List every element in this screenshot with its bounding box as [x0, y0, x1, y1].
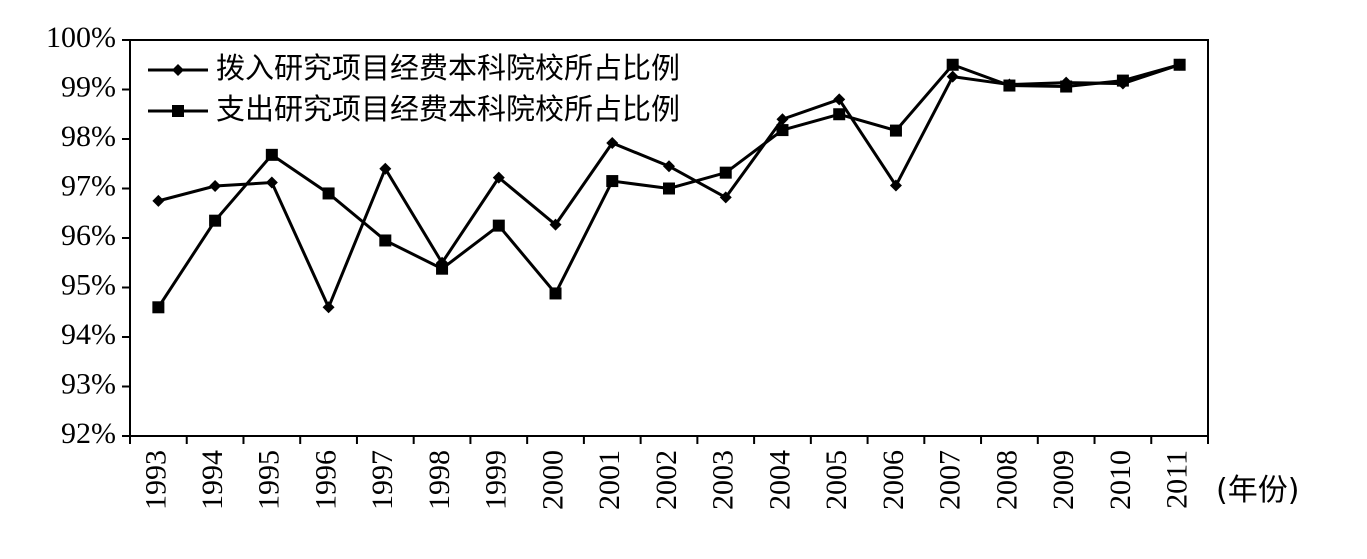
y-tick-label: 97%	[61, 169, 116, 202]
legend-label: 支出研究项目经费本科院校所占比例	[216, 92, 680, 126]
data-point	[209, 214, 222, 227]
x-tick-label: 2011	[1161, 450, 1194, 509]
data-point	[606, 175, 619, 188]
x-tick-label: 1996	[309, 450, 342, 510]
data-point	[606, 136, 619, 149]
data-point	[436, 262, 449, 275]
x-tick-label: 1998	[423, 450, 456, 510]
y-tick-label: 99%	[61, 70, 116, 103]
data-point	[492, 171, 505, 184]
legend-label: 拨入研究项目经费本科院校所占比例	[216, 51, 680, 85]
y-tick-label: 94%	[61, 318, 116, 351]
data-point	[152, 301, 165, 314]
x-tick-label: 2001	[593, 450, 626, 510]
x-tick-label: 1999	[480, 450, 513, 510]
y-axis-ticks: 92% 93% 94% 95% 96% 97% 98% 99% 100%	[46, 21, 130, 450]
series-2	[152, 58, 1186, 314]
x-tick-label: 2009	[1047, 450, 1080, 510]
data-point	[833, 108, 846, 121]
x-tick-label: 1994	[196, 450, 229, 510]
legend-item: 支出研究项目经费本科院校所占比例	[148, 92, 680, 126]
data-point	[663, 160, 675, 173]
y-tick-label: 96%	[61, 219, 116, 252]
x-axis-ticks: 1993 1994 1995 1996 1997 1998 1999 2000 2001 2002…	[129, 436, 1209, 510]
data-point	[719, 166, 732, 179]
data-point	[946, 58, 959, 71]
x-tick-label: 2004	[763, 450, 796, 510]
y-tick-label: 92%	[61, 417, 116, 450]
x-tick-label: 2005	[820, 450, 853, 510]
data-point	[549, 218, 562, 231]
data-point	[889, 124, 902, 137]
x-tick-label: 1997	[366, 450, 399, 510]
data-point	[379, 162, 392, 175]
data-point	[833, 93, 846, 106]
x-tick-label: 1993	[139, 450, 172, 510]
data-point	[209, 180, 222, 193]
x-axis-unit-label: (年份)	[1216, 473, 1299, 508]
y-tick-label: 98%	[61, 120, 116, 153]
data-point	[152, 194, 165, 207]
data-point	[776, 113, 789, 126]
data-point	[1116, 74, 1129, 87]
data-point	[265, 176, 278, 189]
y-tick-label: 100%	[46, 21, 116, 54]
y-tick-label: 93%	[61, 367, 116, 400]
data-point	[776, 124, 789, 137]
data-point	[379, 234, 392, 247]
data-point	[1173, 58, 1186, 71]
data-point	[322, 301, 335, 314]
legend-marker	[172, 64, 184, 76]
data-point	[322, 187, 335, 200]
data-point	[719, 191, 732, 204]
x-tick-label: 2006	[877, 450, 910, 510]
data-point	[946, 70, 959, 83]
y-tick-label: 95%	[61, 268, 116, 301]
data-point	[1003, 79, 1016, 92]
data-point	[492, 219, 505, 232]
x-tick-label: 1995	[253, 450, 286, 510]
x-tick-label: 2008	[990, 450, 1023, 510]
x-tick-label: 2000	[536, 450, 569, 510]
series-layer	[152, 58, 1186, 314]
x-tick-label: 2010	[1104, 450, 1137, 510]
data-point	[549, 287, 562, 300]
data-point	[265, 148, 278, 161]
legend-marker	[172, 105, 184, 117]
data-point	[889, 179, 902, 192]
x-tick-label: 2003	[707, 450, 740, 510]
data-point	[663, 182, 675, 195]
legend-item: 拨入研究项目经费本科院校所占比例	[148, 51, 680, 85]
x-tick-label: 2002	[650, 450, 683, 510]
x-tick-label: 2007	[934, 450, 967, 510]
data-point	[1060, 80, 1073, 93]
